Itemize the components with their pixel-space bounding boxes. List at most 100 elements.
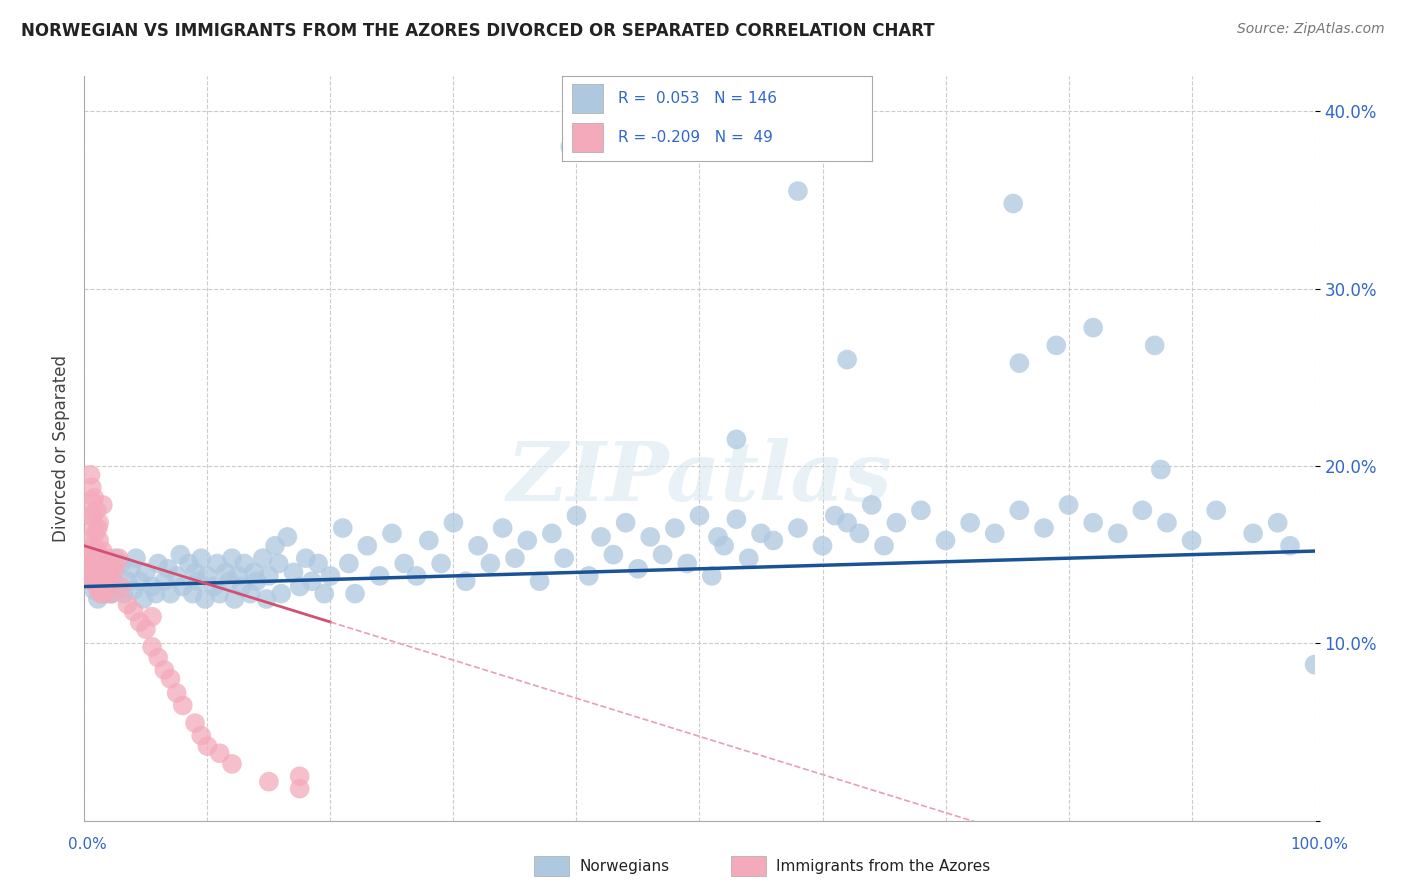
Point <box>787 184 810 198</box>
Point <box>1279 539 1302 553</box>
FancyBboxPatch shape <box>572 85 603 113</box>
Point <box>84 526 107 541</box>
Point <box>177 557 200 571</box>
Point <box>319 569 342 583</box>
Point <box>100 587 122 601</box>
Point <box>541 526 564 541</box>
Point <box>231 580 253 594</box>
Point <box>82 539 104 553</box>
Point <box>97 580 120 594</box>
Point <box>381 526 404 541</box>
Point <box>270 587 292 601</box>
Point <box>80 494 103 508</box>
Point <box>172 580 194 594</box>
Point <box>87 591 110 606</box>
Point <box>194 591 217 606</box>
Point <box>166 686 188 700</box>
Point <box>159 672 181 686</box>
Point <box>1143 338 1166 352</box>
Point <box>368 569 391 583</box>
Point <box>283 566 305 580</box>
Point <box>1205 503 1227 517</box>
Point <box>208 746 231 760</box>
Point <box>529 574 551 589</box>
Point <box>89 580 111 594</box>
Point <box>100 587 122 601</box>
Point <box>91 587 114 601</box>
Point <box>98 574 121 589</box>
Point <box>676 557 699 571</box>
Point <box>93 557 115 571</box>
Point <box>1002 196 1025 211</box>
Point <box>83 583 105 598</box>
Point <box>84 569 107 583</box>
Point <box>738 551 761 566</box>
Point <box>91 587 114 601</box>
Point <box>651 548 673 562</box>
Point <box>1241 526 1264 541</box>
Point <box>276 530 298 544</box>
Point <box>443 516 465 530</box>
Point <box>90 566 112 580</box>
Point <box>112 587 135 601</box>
Point <box>145 587 167 601</box>
Text: Norwegians: Norwegians <box>579 859 669 873</box>
Point <box>689 508 711 523</box>
Point <box>430 557 453 571</box>
Text: Source: ZipAtlas.com: Source: ZipAtlas.com <box>1237 22 1385 37</box>
Point <box>117 574 139 589</box>
Point <box>221 756 243 771</box>
Point <box>264 539 287 553</box>
FancyBboxPatch shape <box>572 123 603 152</box>
Point <box>128 615 150 629</box>
Text: 0.0%: 0.0% <box>67 838 107 852</box>
Point <box>1267 516 1289 530</box>
Point <box>553 551 575 566</box>
Point <box>184 566 207 580</box>
Point <box>166 569 188 583</box>
Point <box>77 551 100 566</box>
Point <box>135 566 157 580</box>
Point <box>79 569 101 583</box>
Y-axis label: Divorced or Separated: Divorced or Separated <box>52 355 70 541</box>
Point <box>910 503 932 517</box>
Point <box>82 574 104 589</box>
Point <box>1150 462 1173 476</box>
Point <box>837 516 859 530</box>
Point <box>96 580 118 594</box>
Point <box>141 640 163 654</box>
Point <box>337 557 360 571</box>
Point <box>1107 526 1129 541</box>
Point <box>79 467 101 482</box>
Point <box>824 508 846 523</box>
Point <box>135 622 157 636</box>
Point <box>1083 516 1105 530</box>
Point <box>197 739 219 753</box>
Point <box>87 521 110 535</box>
Point <box>1008 503 1031 517</box>
Point <box>267 557 290 571</box>
Point <box>959 516 981 530</box>
Point <box>935 533 957 548</box>
Text: R =  0.053   N = 146: R = 0.053 N = 146 <box>619 91 778 106</box>
Point <box>725 433 748 447</box>
Point <box>98 562 120 576</box>
Point <box>83 551 105 566</box>
Point <box>117 597 139 611</box>
Point <box>120 562 142 576</box>
Point <box>87 516 111 530</box>
Point <box>97 587 120 601</box>
Point <box>80 566 103 580</box>
Point <box>578 569 600 583</box>
Point <box>104 562 127 576</box>
Point <box>1130 503 1153 517</box>
Point <box>91 498 114 512</box>
Point <box>591 530 613 544</box>
Point <box>1008 356 1031 370</box>
Point <box>516 533 538 548</box>
Point <box>94 569 117 583</box>
Point <box>405 569 427 583</box>
Point <box>1033 521 1056 535</box>
Point <box>184 716 207 731</box>
Point <box>295 551 318 566</box>
